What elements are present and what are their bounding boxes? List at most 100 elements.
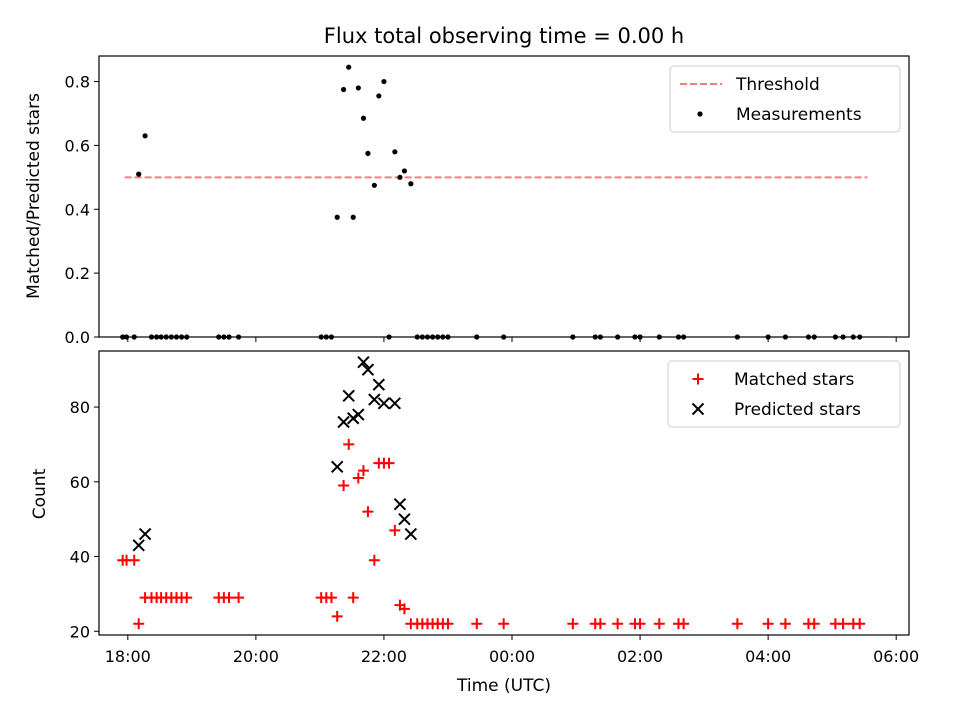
data-point: [334, 214, 340, 220]
x-tick-label: 04:00: [745, 647, 791, 666]
data-point: [368, 393, 381, 406]
x-tick-label: 02:00: [617, 647, 663, 666]
legend-top: Threshold Measurements: [669, 65, 901, 133]
data-point: [361, 363, 375, 376]
data-point: [678, 618, 690, 630]
x-tick-label: 00:00: [489, 647, 535, 666]
x-tick-label: 18:00: [105, 647, 151, 666]
data-point: [401, 168, 408, 174]
y-tick-label: 0.0: [65, 328, 90, 347]
data-point: [372, 378, 386, 391]
data-point: [357, 356, 370, 369]
data-point: [138, 527, 152, 541]
legend-box: [667, 360, 901, 428]
data-point: [808, 618, 820, 630]
y-tick-label: 80: [70, 398, 90, 417]
series-predicted-stars: [132, 356, 418, 552]
y-tick-label: 0.2: [65, 264, 90, 283]
data-point: [343, 438, 355, 450]
x-tick-label: 20:00: [233, 647, 279, 666]
data-point: [779, 618, 791, 630]
x-axis-label: Time (UTC): [456, 676, 551, 696]
x-tick-label: 06:00: [873, 647, 919, 666]
data-point: [360, 115, 367, 121]
data-point: [223, 592, 235, 604]
legend-label: Matched stars: [734, 370, 854, 390]
data-point: [142, 133, 148, 139]
data-point: [133, 618, 145, 630]
axes-frame-top: [98, 55, 910, 338]
y-tick-label: 0.4: [65, 200, 90, 219]
data-point: [392, 149, 398, 155]
data-point: [368, 554, 380, 566]
data-point: [365, 150, 371, 156]
data-point: [337, 415, 350, 429]
data-point: [398, 603, 410, 615]
data-point: [837, 618, 849, 630]
data-point: [347, 592, 359, 604]
data-point: [567, 618, 579, 630]
legend-marker: [692, 373, 704, 385]
data-point: [408, 181, 414, 187]
data-point: [381, 78, 387, 85]
data-point: [357, 465, 369, 477]
legend-label: Threshold: [735, 75, 820, 95]
data-point: [132, 539, 145, 552]
series-matched-stars: [117, 438, 866, 630]
data-point: [346, 64, 352, 70]
data-point: [471, 618, 483, 630]
legend-marker: [691, 402, 705, 416]
data-point: [398, 512, 411, 526]
data-point: [762, 618, 774, 630]
data-point: [371, 182, 377, 188]
chart-title: Flux total observing time = 0.00 h: [324, 24, 684, 48]
legend-label: Predicted stars: [734, 400, 861, 420]
y-tick-label: 40: [70, 548, 90, 567]
legend-label: Measurements: [736, 105, 862, 125]
data-point: [325, 592, 337, 604]
data-point: [376, 93, 382, 99]
data-point: [393, 498, 407, 511]
data-point: [341, 86, 347, 93]
x-tick-label: 22:00: [361, 647, 407, 666]
data-point: [388, 397, 402, 410]
data-point: [233, 592, 245, 604]
y-tick-label: 0.8: [65, 73, 90, 92]
data-point: [397, 174, 403, 180]
data-point: [383, 457, 395, 469]
data-point: [362, 506, 374, 518]
y-tick-label: 20: [70, 622, 90, 641]
series-measurements: [120, 64, 863, 340]
y-axis-label-bottom: Count: [30, 468, 50, 519]
plot-area-top: 0.0 0.2 0.4 0.6 0.8 Threshold Measurements: [65, 55, 910, 347]
data-point: [330, 460, 344, 474]
data-point: [352, 472, 364, 484]
legend-bottom: Matched stars Predicted stars: [667, 360, 901, 428]
data-point: [653, 618, 665, 630]
data-point: [442, 618, 454, 630]
data-point: [342, 389, 355, 403]
data-point: [854, 618, 866, 630]
y-axis-label-top: Matched/Predicted stars: [24, 93, 44, 299]
legend-marker: [697, 111, 703, 117]
data-point: [404, 527, 418, 541]
data-point: [731, 618, 743, 630]
data-point: [634, 618, 646, 630]
data-point: [352, 408, 365, 421]
y-tick-label: 0.6: [65, 136, 90, 155]
data-point: [181, 592, 193, 604]
data-point: [136, 171, 142, 177]
axes-frame-bottom: [98, 350, 910, 636]
plot-area-bottom: 20 40 60 80 18:00 20:00 22:00 00:00 02:00 04:00 06…: [70, 350, 919, 666]
data-point: [498, 618, 510, 630]
legend-box: [669, 65, 901, 133]
data-point: [128, 554, 140, 566]
data-point: [594, 618, 606, 630]
data-point: [331, 610, 343, 622]
data-point: [355, 85, 361, 91]
y-tick-label: 60: [70, 473, 90, 492]
data-point: [612, 618, 624, 630]
data-point: [389, 524, 401, 536]
data-point: [350, 214, 356, 220]
data-point: [338, 480, 350, 492]
